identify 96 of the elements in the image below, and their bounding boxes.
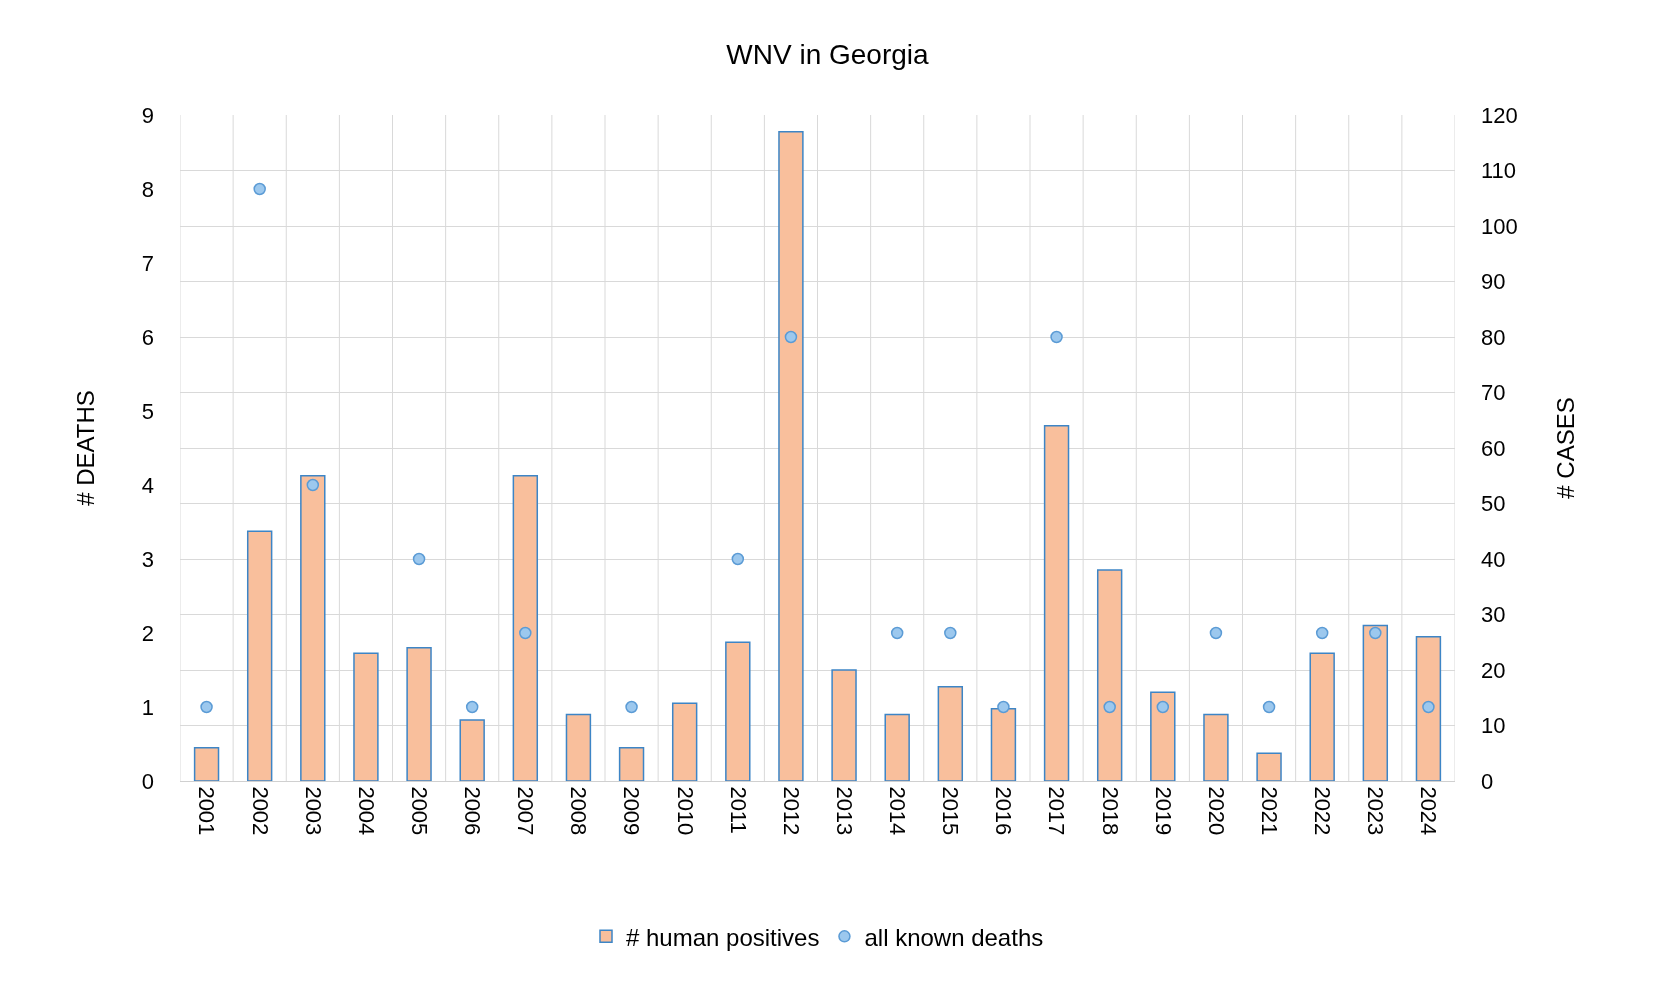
y2-tick-label: 20	[1481, 657, 1506, 683]
y2-tick-label: 30	[1481, 602, 1506, 628]
x-tick-label: 2012	[778, 786, 804, 836]
bar	[618, 746, 645, 781]
bar	[1256, 752, 1282, 781]
y-tick-label: 1	[141, 694, 154, 720]
point	[997, 700, 1010, 714]
x-tick-label: 2013	[831, 786, 857, 836]
legend-label: # human positives	[626, 923, 820, 951]
bar	[1043, 425, 1070, 781]
bar	[246, 530, 273, 781]
y2-tick-label: 100	[1481, 213, 1518, 239]
legend-label: all known deaths	[864, 923, 1044, 951]
x-tick-label: 2018	[1097, 786, 1123, 836]
bar	[778, 130, 804, 781]
x-tick-label: 2017	[1044, 786, 1070, 836]
point	[1156, 700, 1170, 714]
x-tick-label: 2024	[1416, 786, 1442, 836]
point	[519, 626, 532, 640]
y2-tick-label: 40	[1481, 546, 1506, 572]
x-tick-label: 2019	[1150, 786, 1176, 836]
x-tick-label: 2002	[247, 786, 273, 836]
bar	[1362, 624, 1389, 781]
bar	[1150, 691, 1176, 781]
y-tick-label: 2	[141, 620, 154, 646]
x-tick-label: 2010	[672, 786, 698, 836]
point	[465, 700, 479, 714]
x-tick-label: 2009	[619, 786, 645, 836]
x-tick-label: 2022	[1310, 786, 1336, 836]
x-tick-label: 2023	[1363, 786, 1389, 836]
x-tick-label: 2020	[1203, 786, 1229, 836]
bar	[831, 669, 857, 781]
point	[1103, 700, 1116, 714]
y-tick-label: 5	[141, 398, 154, 424]
point	[731, 552, 745, 566]
point	[253, 182, 266, 196]
y-axis-title: # DEATHS	[71, 390, 99, 506]
y-tick-label: 7	[141, 250, 154, 276]
bar	[1096, 569, 1123, 781]
bar	[725, 641, 751, 781]
bar	[990, 708, 1017, 781]
x-tick-label: 2014	[885, 786, 911, 836]
y2-tick-label: 90	[1481, 269, 1506, 295]
point	[625, 700, 638, 714]
y2-tick-label: 60	[1481, 435, 1506, 461]
y-tick-label: 9	[141, 102, 154, 128]
bar	[512, 475, 539, 781]
point	[1262, 700, 1276, 714]
bar	[671, 702, 698, 781]
bar	[937, 685, 964, 781]
point	[1369, 626, 1382, 640]
y2-tick-label: 0	[1481, 768, 1494, 794]
bar	[1203, 713, 1229, 781]
y-tick-label: 4	[141, 472, 154, 498]
y2-tick-label: 80	[1481, 324, 1506, 350]
x-tick-label: 2003	[300, 786, 326, 836]
x-tick-label: 2004	[353, 786, 379, 836]
bar	[406, 647, 432, 781]
y2-tick-label: 120	[1481, 102, 1518, 128]
y-tick-label: 3	[141, 546, 154, 572]
point	[1315, 626, 1329, 640]
point	[1209, 626, 1223, 640]
bar	[1309, 652, 1335, 781]
bar	[565, 713, 592, 781]
y-tick-label: 8	[141, 176, 154, 202]
x-tick-label: 2005	[406, 786, 432, 836]
point	[784, 330, 798, 344]
point	[1422, 700, 1435, 714]
x-tick-label: 2015	[938, 786, 964, 836]
point	[1050, 330, 1063, 344]
y2-tick-label: 10	[1481, 713, 1506, 739]
bar	[884, 713, 910, 781]
y2-tick-label: 50	[1481, 491, 1506, 517]
point	[944, 626, 957, 640]
chart-title: WNV in Georgia	[726, 38, 930, 70]
point	[412, 552, 426, 566]
point	[306, 478, 320, 492]
y-tick-label: 0	[141, 768, 154, 794]
y2-tick-label: 110	[1481, 158, 1517, 184]
bar	[1415, 635, 1442, 781]
point	[890, 626, 904, 640]
x-tick-label: 2006	[460, 786, 486, 836]
bar	[193, 746, 220, 781]
point	[200, 700, 213, 714]
x-tick-label: 2001	[194, 786, 220, 836]
x-tick-label: 2021	[1256, 786, 1282, 836]
bar	[300, 475, 326, 781]
bar	[459, 719, 485, 781]
x-tick-label: 2011	[725, 786, 751, 834]
bar	[353, 652, 379, 781]
x-tick-label: 2007	[513, 786, 539, 836]
x-tick-label: 2016	[991, 786, 1017, 836]
y-tick-label: 6	[141, 324, 154, 350]
x-tick-label: 2008	[566, 786, 592, 836]
y2-tick-label: 70	[1481, 380, 1506, 406]
y2-axis-title: # CASES	[1552, 397, 1580, 499]
